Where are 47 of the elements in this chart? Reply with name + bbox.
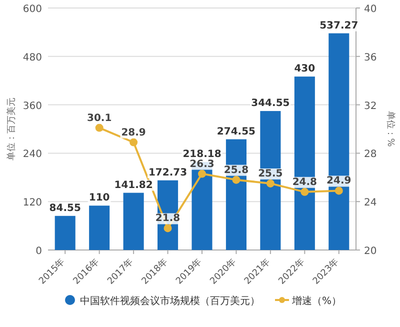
bar [54,216,76,250]
point [232,176,240,184]
y2-tick-label: 24 [364,198,377,209]
legend-label: 中国软件视频会议市场规模（百万美元） [80,295,260,307]
data-label: 141.82 [114,180,153,191]
data-label: 430 [294,64,316,75]
point [266,179,274,188]
y-axis-title: 单位：百万美元 [6,98,17,160]
y2-tick-label: 28 [364,149,377,160]
bar [328,33,350,250]
data-label: 84.55 [49,202,81,214]
y2-tick-label: 40 [364,4,377,15]
y2-axis-title: 单位：% [385,111,396,148]
bar [89,206,110,250]
data-label: 274.55 [216,126,256,138]
y2-tick-label: 32 [364,100,377,112]
data-label: 25.5 [258,168,283,180]
point [164,224,172,232]
data-label: 30.1 [86,112,112,124]
data-label: 172.73 [148,167,188,178]
y-tick-label: 600 [22,4,42,15]
data-label: 26.3 [190,158,214,170]
bar [260,111,281,250]
data-label: 24.8 [292,176,318,188]
point [130,138,138,146]
data-label: 25.8 [224,164,249,176]
data-label: 344.55 [251,98,290,110]
y-tick-label: 120 [22,198,42,209]
point [198,170,206,178]
y-tick-label: 240 [22,149,42,160]
bar [123,192,144,250]
y-tick-label: 480 [22,52,42,64]
y-tick-label: 360 [22,100,42,112]
point [300,188,309,196]
point [95,124,104,132]
data-label: 28.9 [121,127,146,138]
data-label: 110 [88,192,110,204]
data-label: 537.27 [320,20,358,32]
legend-label: 增速（%） [291,295,342,307]
bar [226,139,246,250]
y2-tick-label: 20 [364,246,377,257]
data-label: 218.18 [182,149,222,160]
data-label: 24.9 [326,176,352,187]
data-label: 21.8 [155,213,180,224]
y2-tick-label: 36 [364,52,377,64]
point [334,186,343,195]
y-tick-label: 0 [36,246,42,257]
